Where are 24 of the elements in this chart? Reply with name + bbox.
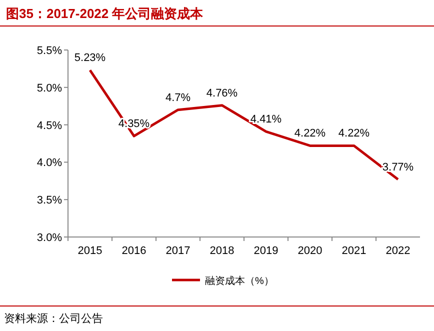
x-tick-label: 2018 <box>210 245 234 257</box>
y-tick-label: 4.0% <box>36 157 62 170</box>
x-tick-label: 2020 <box>298 245 322 257</box>
y-tick-label: 3.0% <box>36 232 62 244</box>
x-tick-label: 2019 <box>254 245 278 257</box>
x-tick-label: 2017 <box>166 245 190 257</box>
data-label: 4.22% <box>294 128 326 140</box>
x-tick-label: 2021 <box>342 245 366 257</box>
data-label: 3.77% <box>382 161 414 174</box>
y-tick-label: 5.0% <box>36 82 62 94</box>
y-tick-label: 5.5% <box>36 45 62 57</box>
legend-label: 融资成本（%） <box>205 275 274 287</box>
x-tick-label: 2022 <box>386 245 410 257</box>
x-tick-label: 2016 <box>122 245 146 257</box>
data-label: 4.22% <box>338 128 370 140</box>
data-label: 5.23% <box>74 52 106 64</box>
y-tick-label: 3.5% <box>36 194 62 207</box>
x-tick-label: 2015 <box>78 245 102 257</box>
text: 资料来源：公司公告 <box>4 312 103 325</box>
y-tick-label: 4.5% <box>36 120 62 132</box>
data-label: 4.7% <box>165 92 191 104</box>
data-label: 4.41% <box>250 114 282 126</box>
data-label: 4.76% <box>206 87 238 100</box>
chart-title: 图35：2017-2022 年公司融资成本 <box>6 6 204 21</box>
